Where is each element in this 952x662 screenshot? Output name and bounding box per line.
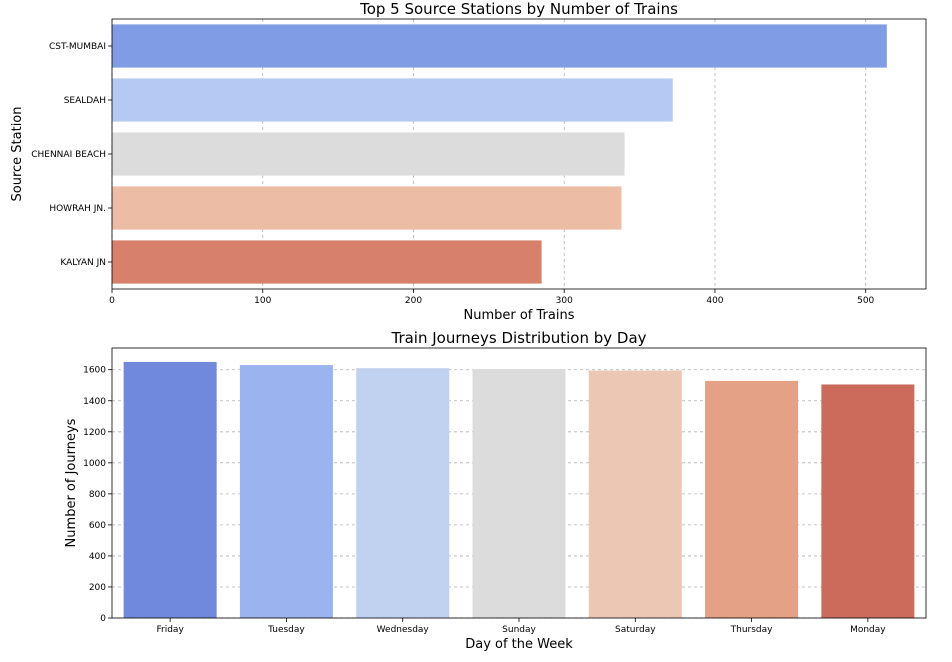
chart2-y-tick-label: 1200 — [83, 428, 106, 438]
chart2-bar — [705, 380, 799, 618]
chart1-y-tick-label: SEALDAH — [64, 96, 106, 106]
chart-journeys-by-day: Train Journeys Distribution by Day Frida… — [64, 329, 927, 652]
chart1-bar — [112, 78, 673, 122]
chart2-bar — [123, 361, 217, 618]
chart1-y-axis-label: Source Station — [10, 107, 25, 202]
chart1-x-tick-label: 200 — [405, 296, 422, 306]
chart2-title: Train Journeys Distribution by Day — [390, 329, 646, 347]
chart2-y-tick-label: 200 — [89, 583, 106, 593]
chart2-y-axis-label: Number of Journeys — [64, 418, 79, 547]
chart2-bar — [239, 365, 333, 618]
chart2-y-tick-label: 1600 — [83, 366, 106, 376]
chart1-x-ticks: 0 100 200 300 400 500 — [109, 289, 875, 306]
chart2-x-tick-label: Wednesday — [377, 625, 430, 635]
chart1-bar — [112, 132, 625, 176]
chart2-bar — [821, 384, 915, 618]
chart1-y-tick-label: CST-MUMBAI — [49, 42, 106, 52]
chart-top-source-stations: Top 5 Source Stations by Number of Train… — [10, 0, 927, 323]
chart2-y-tick-label: 0 — [100, 614, 106, 624]
chart2-x-tick-label: Tuesday — [267, 625, 305, 635]
chart2-x-tick-label: Sunday — [502, 625, 536, 635]
chart2-y-tick-label: 1400 — [83, 397, 106, 407]
chart1-bar — [112, 240, 542, 284]
chart1-x-axis-label: Number of Trains — [464, 308, 575, 323]
chart2-x-tick-label: Friday — [157, 625, 185, 635]
chart2-x-axis-label: Day of the Week — [465, 637, 573, 652]
chart2-y-tick-label: 400 — [89, 552, 106, 562]
chart2-x-tick-label: Saturday — [615, 625, 656, 635]
chart2-bar — [472, 368, 566, 618]
chart2-y-tick-label: 600 — [89, 521, 106, 531]
chart2-y-tick-label: 1000 — [83, 459, 106, 469]
chart1-x-tick-label: 0 — [109, 296, 115, 306]
chart2-x-tick-label: Thursday — [730, 625, 774, 635]
chart1-bars — [112, 24, 887, 284]
chart1-x-tick-label: 400 — [706, 296, 723, 306]
chart2-x-ticks: Friday Tuesday Wednesday Sunday Saturday Thur… — [157, 618, 886, 635]
chart1-x-tick-label: 500 — [857, 296, 874, 306]
chart1-x-tick-label: 100 — [254, 296, 271, 306]
chart1-y-tick-label: KALYAN JN — [60, 258, 106, 268]
chart1-bar — [112, 24, 887, 68]
chart2-y-ticks: 0 200 400 600 800 1000 1200 1400 1600 — [83, 366, 112, 624]
chart1-y-ticks: CST-MUMBAI SEALDAH CHENNAI BEACH HOWRAH JN.… — [31, 42, 112, 268]
chart1-y-tick-label: HOWRAH JN. — [49, 204, 106, 214]
chart2-bar — [588, 370, 682, 618]
chart1-title: Top 5 Source Stations by Number of Train… — [359, 0, 678, 18]
chart2-y-tick-label: 800 — [89, 490, 106, 500]
chart2-bars — [123, 361, 915, 618]
chart1-x-tick-label: 300 — [556, 296, 573, 306]
chart1-y-tick-label: CHENNAI BEACH — [31, 150, 106, 160]
chart1-bar — [112, 186, 622, 230]
chart2-bar — [356, 368, 450, 618]
chart2-x-tick-label: Monday — [850, 625, 886, 635]
